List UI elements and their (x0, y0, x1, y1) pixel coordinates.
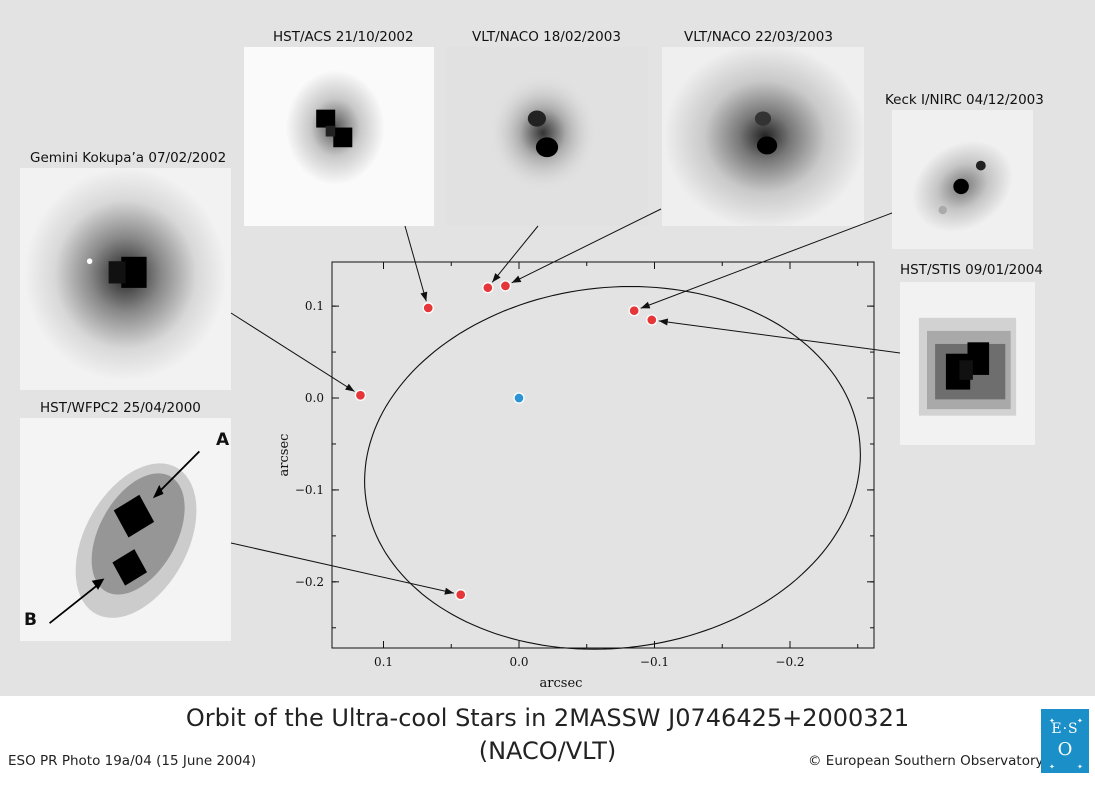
callout-arrowhead (511, 275, 522, 283)
copyright: © European Southern Observatory (808, 753, 1044, 769)
gemini-label: Gemini Kokupa’a 07/02/2002 (30, 150, 227, 166)
naco2-image (662, 47, 864, 226)
acs-image (244, 47, 434, 226)
svg-text:✦: ✦ (1077, 717, 1083, 725)
figure-title-line1: Orbit of the Ultra-cool Stars in 2MASSW … (185, 704, 910, 732)
primary-star-point (513, 392, 525, 404)
callout-line (230, 542, 455, 594)
svg-text:✦: ✦ (1049, 717, 1055, 725)
observation-point (499, 280, 512, 292)
orbit-plot: 0.1 0.0 −0.1 −0.2 0.1 0.0 −0.1 −0.2 arcsec arcs… (230, 208, 901, 691)
gemini-image (20, 168, 231, 390)
x-tick-label: −0.1 (640, 655, 669, 669)
wfpc2-image (20, 418, 231, 641)
callout-line (658, 320, 901, 354)
x-axis-label: arcsec (540, 676, 583, 691)
y-axis-label: arcsec (277, 434, 292, 477)
svg-text:E·S: E·S (1051, 721, 1078, 737)
x-tick-label: 0.1 (374, 655, 393, 669)
observation-point (482, 282, 494, 294)
observation-point (646, 314, 658, 326)
svg-text:O: O (1058, 739, 1073, 760)
stis-label: HST/STIS 09/01/2004 (900, 262, 1043, 278)
callout-line (491, 225, 539, 283)
y-tick-label: 0.0 (305, 391, 324, 405)
callout-arrowhead (658, 318, 669, 326)
acs-label: HST/ACS 21/10/2002 (273, 29, 414, 45)
naco1-image (446, 47, 648, 226)
callout-line (511, 208, 662, 284)
photo-credit: ESO PR Photo 19a/04 (15 June 2004) (8, 753, 257, 769)
svg-text:✦: ✦ (1049, 763, 1055, 771)
callout-arrowhead (492, 273, 501, 283)
callout-arrowhead (640, 301, 651, 309)
callout-arrowhead (444, 587, 454, 595)
stis-image (900, 282, 1035, 445)
orbit-ellipse (364, 285, 861, 650)
callout-line (640, 212, 893, 309)
x-tick-label: −0.2 (775, 655, 804, 669)
observation-point (455, 589, 467, 601)
y-tick-label: 0.1 (305, 299, 324, 313)
callout-line (230, 312, 355, 392)
naco2-label: VLT/NACO 22/03/2003 (684, 29, 833, 45)
keck-image (892, 110, 1033, 249)
callout-line (404, 225, 427, 302)
naco1-label: VLT/NACO 18/02/2003 (472, 29, 621, 45)
eso-logo: E·S O ✦ ✦ ✦ ✦ (1041, 709, 1089, 773)
observation-point (422, 302, 434, 314)
marker-a: A (216, 430, 230, 450)
callout-arrowhead (345, 383, 355, 392)
plot-frame (331, 261, 875, 649)
y-tick-label: −0.2 (295, 575, 324, 589)
observation-point (628, 305, 640, 317)
wfpc2-label: HST/WFPC2 25/04/2000 (40, 400, 201, 416)
y-tick-label: −0.1 (295, 483, 324, 497)
callout-arrowhead (420, 291, 428, 302)
x-tick-label: 0.0 (509, 655, 528, 669)
figure-title-line2: (NACO/VLT) (478, 737, 617, 765)
keck-label: Keck I/NIRC 04/12/2003 (885, 92, 1044, 108)
figure-background: A B (0, 0, 1095, 696)
svg-text:✦: ✦ (1077, 763, 1083, 771)
marker-b: B (24, 610, 37, 630)
observation-point (354, 389, 367, 401)
